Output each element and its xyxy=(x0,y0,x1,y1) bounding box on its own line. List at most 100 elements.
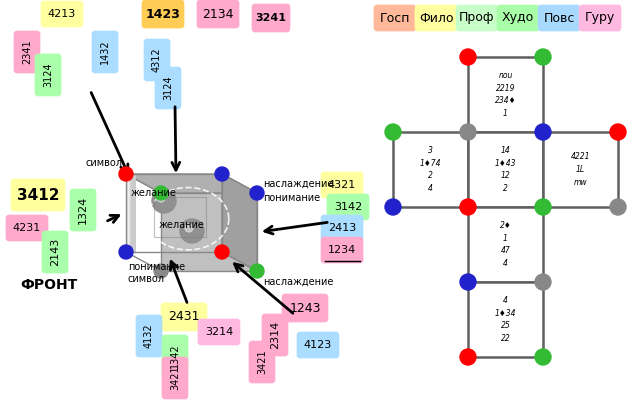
Text: 2: 2 xyxy=(503,184,508,193)
Text: желание: желание xyxy=(159,220,205,230)
Text: Повс: Повс xyxy=(543,11,575,25)
Polygon shape xyxy=(128,174,133,252)
Text: 3142: 3142 xyxy=(334,202,362,212)
FancyBboxPatch shape xyxy=(538,5,580,31)
FancyBboxPatch shape xyxy=(321,172,363,198)
Circle shape xyxy=(535,124,551,140)
Polygon shape xyxy=(393,132,468,207)
Text: 3214: 3214 xyxy=(205,327,233,337)
Polygon shape xyxy=(128,174,132,252)
Circle shape xyxy=(610,199,626,215)
Circle shape xyxy=(119,167,133,181)
Circle shape xyxy=(385,124,401,140)
Text: 1: 1 xyxy=(503,109,508,118)
FancyBboxPatch shape xyxy=(415,5,457,31)
Polygon shape xyxy=(127,174,132,252)
Text: 4321: 4321 xyxy=(328,180,356,190)
Polygon shape xyxy=(127,174,132,252)
Circle shape xyxy=(250,186,264,200)
Circle shape xyxy=(460,124,476,140)
Text: понимание: понимание xyxy=(128,262,185,272)
Circle shape xyxy=(535,274,551,290)
FancyBboxPatch shape xyxy=(456,5,498,31)
FancyBboxPatch shape xyxy=(282,294,328,322)
Text: 2143: 2143 xyxy=(50,238,60,266)
Polygon shape xyxy=(129,174,134,252)
Text: nou: nou xyxy=(499,71,513,80)
FancyBboxPatch shape xyxy=(42,231,68,273)
Text: 1♦74: 1♦74 xyxy=(420,159,441,168)
Circle shape xyxy=(215,167,229,181)
Polygon shape xyxy=(130,174,135,252)
Text: 2219: 2219 xyxy=(496,84,515,93)
Polygon shape xyxy=(129,174,133,252)
Text: 1♦34: 1♦34 xyxy=(495,309,516,318)
FancyBboxPatch shape xyxy=(41,1,83,27)
Text: 4: 4 xyxy=(428,184,433,193)
FancyBboxPatch shape xyxy=(497,5,539,31)
Circle shape xyxy=(535,49,551,65)
Polygon shape xyxy=(127,174,132,252)
Text: символ: символ xyxy=(85,158,122,168)
Text: 4: 4 xyxy=(503,296,508,305)
Text: Гуру: Гуру xyxy=(585,11,615,25)
Text: 47: 47 xyxy=(500,246,510,255)
FancyBboxPatch shape xyxy=(92,31,118,73)
Circle shape xyxy=(154,186,168,200)
FancyBboxPatch shape xyxy=(70,189,96,231)
Text: символ: символ xyxy=(128,274,165,284)
Circle shape xyxy=(610,124,626,140)
Text: 12: 12 xyxy=(500,171,510,180)
FancyBboxPatch shape xyxy=(321,237,363,263)
Circle shape xyxy=(215,245,229,259)
Polygon shape xyxy=(129,174,134,252)
Circle shape xyxy=(119,245,133,259)
Circle shape xyxy=(157,194,165,202)
Text: Проф: Проф xyxy=(460,11,495,25)
FancyBboxPatch shape xyxy=(198,319,240,345)
FancyBboxPatch shape xyxy=(144,39,170,81)
Text: 3124: 3124 xyxy=(43,63,53,87)
FancyBboxPatch shape xyxy=(14,31,40,73)
Polygon shape xyxy=(131,174,136,252)
Text: 1♦43: 1♦43 xyxy=(495,159,516,168)
FancyBboxPatch shape xyxy=(142,0,184,28)
Text: 4312: 4312 xyxy=(152,48,162,72)
Polygon shape xyxy=(129,174,134,252)
Text: 2413: 2413 xyxy=(328,223,356,233)
Text: наслаждение: наслаждение xyxy=(263,179,333,189)
FancyBboxPatch shape xyxy=(11,179,65,211)
Polygon shape xyxy=(468,57,543,132)
Text: 4213: 4213 xyxy=(48,9,76,19)
Circle shape xyxy=(250,264,264,278)
FancyBboxPatch shape xyxy=(327,194,369,220)
Text: 22: 22 xyxy=(500,334,510,343)
Text: 3124: 3124 xyxy=(163,76,173,100)
Polygon shape xyxy=(222,174,257,271)
Text: 234♦: 234♦ xyxy=(495,97,516,105)
Polygon shape xyxy=(129,174,134,252)
Circle shape xyxy=(535,199,551,215)
Text: 4: 4 xyxy=(503,259,508,268)
Text: 3: 3 xyxy=(428,146,433,155)
Text: 1324: 1324 xyxy=(78,196,88,224)
Text: 2: 2 xyxy=(428,171,433,180)
Text: 1243: 1243 xyxy=(289,301,321,314)
Text: Госп: Госп xyxy=(380,11,410,25)
Text: Худо: Худо xyxy=(502,11,534,25)
FancyBboxPatch shape xyxy=(136,315,162,357)
Text: понимание: понимание xyxy=(263,193,320,203)
Text: 4132: 4132 xyxy=(144,324,154,348)
Circle shape xyxy=(180,219,204,243)
Text: 1432: 1432 xyxy=(100,40,110,64)
Text: mw: mw xyxy=(573,178,588,187)
Polygon shape xyxy=(161,193,257,271)
Polygon shape xyxy=(468,207,543,282)
Text: 25: 25 xyxy=(500,321,510,330)
FancyBboxPatch shape xyxy=(162,357,188,399)
Text: 3421: 3421 xyxy=(257,350,267,375)
Text: 2♦: 2♦ xyxy=(500,221,511,230)
FancyBboxPatch shape xyxy=(155,67,181,109)
Text: 1L: 1L xyxy=(576,165,585,174)
FancyBboxPatch shape xyxy=(374,5,416,31)
